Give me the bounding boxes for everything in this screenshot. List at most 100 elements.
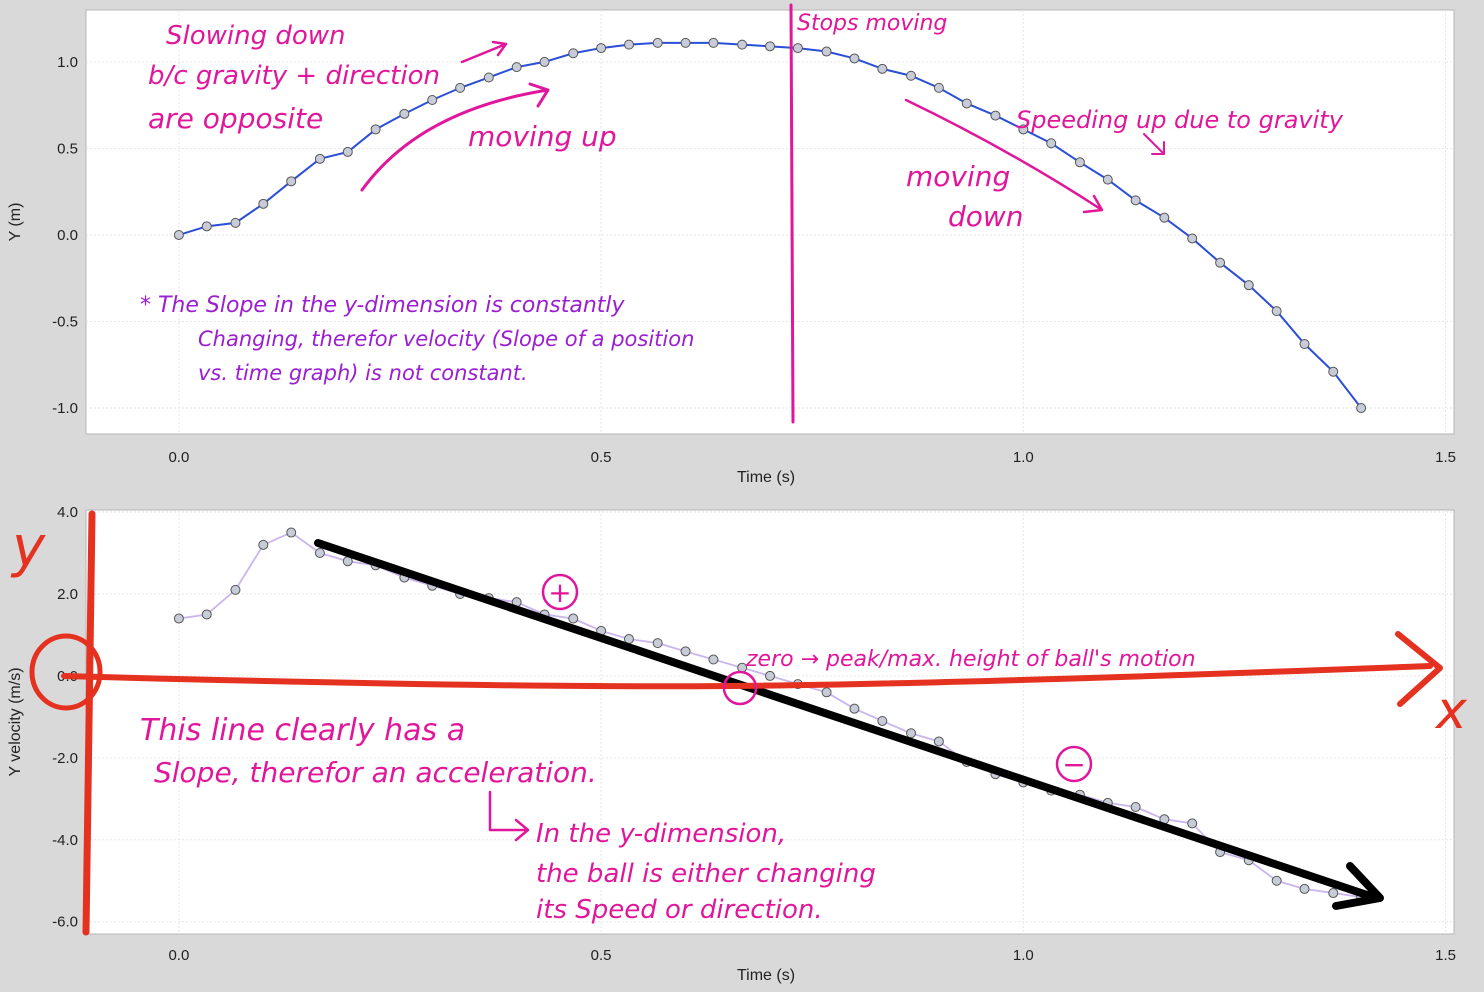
bottom-data-point (568, 613, 579, 624)
annotation-ydim-3: its Speed or direction. (536, 895, 823, 925)
top-data-point (1215, 257, 1226, 268)
top-data-point (906, 70, 917, 81)
top-x-tick-label: 0.5 (591, 449, 612, 466)
top-data-point (1018, 124, 1029, 135)
top-data-point (623, 39, 634, 50)
top-data-point (990, 110, 1001, 121)
bottom-y-tick-label: -4.0 (52, 832, 78, 849)
top-data-point (427, 94, 438, 105)
bottom-x-axis-label: Time (s) (737, 967, 795, 984)
bottom-data-point (821, 687, 832, 698)
annotation-stops-moving: Stops moving (797, 11, 947, 36)
annotation-ydim-2: the ball is either changing (536, 859, 876, 889)
arrow-moving-up (360, 82, 550, 192)
top-y-tick-label: -0.5 (52, 314, 78, 331)
bottom-annotations: y x + − zero → peak/max. height of ball'… (10, 510, 1468, 936)
top-y-ticks: 1.0 0.5 0.0 -0.5 -1.0 (52, 54, 78, 417)
bottom-data-point (286, 527, 297, 538)
top-data-point (1299, 339, 1310, 350)
top-data-point (286, 176, 297, 187)
top-panel: Y (m) Time (s) 0.0 0.5 1.0 1.5 1.0 0.5 0.0 -0.… (7, 9, 1456, 486)
top-y-axis-label: Y (m) (7, 203, 24, 242)
bottom-y-axis-label: Y velocity (m/s) (7, 667, 24, 776)
bottom-data-point (680, 646, 691, 657)
bottom-data-point (765, 670, 775, 681)
top-data-point (680, 37, 691, 48)
top-data-point (792, 43, 803, 54)
bottom-data-point (201, 609, 212, 620)
annotation-moving-up: moving up (468, 120, 617, 153)
bottom-data-point (877, 715, 888, 726)
top-data-point (201, 221, 212, 232)
arrow-slowing (460, 40, 508, 64)
top-data-point (1159, 212, 1170, 223)
bottom-data-point (1328, 888, 1339, 899)
bottom-data-point (708, 654, 719, 665)
trend-line-black (314, 539, 1380, 902)
top-y-tick-label: 0.0 (57, 227, 78, 244)
annotation-ydim-1: In the y-dimension, (536, 819, 786, 849)
annotation-slope-line1: * The Slope in the y-dimension is consta… (140, 293, 626, 318)
top-data-point (1102, 174, 1113, 185)
bottom-data-point (933, 736, 944, 747)
annotation-zero-peak: zero → peak/max. height of ball's motion (745, 647, 1196, 672)
top-y-tick-label: -1.0 (52, 400, 78, 417)
top-data-point (737, 39, 748, 50)
bottom-x-ticks: 0.0 0.5 1.0 1.5 (168, 947, 1456, 964)
red-x-arrowhead (1395, 631, 1443, 707)
top-data-point (933, 82, 944, 93)
top-data-point (765, 41, 775, 52)
arrow-to-ydim (488, 790, 530, 842)
top-data-point (1130, 195, 1141, 206)
annotation-slope-accel-2: Slope, therefor an acceleration. (154, 756, 597, 789)
minus-sign: − (1062, 748, 1085, 781)
annotation-moving-down-2: down (948, 200, 1024, 233)
stops-moving-vertical-line (789, 3, 795, 424)
top-data-point (1187, 233, 1198, 244)
red-y-letter: y (10, 515, 46, 580)
top-data-point (483, 72, 494, 83)
top-data-point (173, 229, 184, 240)
annotation-speeding-up: Speeding up due to gravity (1016, 106, 1344, 134)
top-data-point (596, 43, 607, 54)
bottom-data-point (1187, 818, 1198, 829)
top-data-point (1271, 306, 1282, 317)
top-data-point (1074, 157, 1085, 168)
top-data-point (399, 108, 410, 119)
plus-sign: + (548, 576, 571, 609)
bottom-x-tick-label: 0.0 (168, 947, 189, 964)
bottom-data-point (906, 728, 917, 739)
bottom-data-point (1299, 883, 1310, 894)
top-data-point (539, 56, 550, 67)
top-data-point (1046, 138, 1057, 149)
red-y-axis (82, 510, 96, 936)
top-x-tick-label: 0.0 (168, 449, 189, 466)
top-x-ticks: 0.0 0.5 1.0 1.5 (168, 449, 1456, 466)
annotation-slowing-line3: are opposite (148, 102, 323, 135)
top-x-axis-label: Time (s) (737, 469, 795, 486)
bottom-x-tick-label: 1.5 (1435, 947, 1456, 964)
top-data-point (342, 146, 353, 157)
top-x-tick-label: 1.5 (1435, 449, 1456, 466)
bottom-data-point (314, 548, 325, 559)
bottom-data-point (258, 539, 269, 550)
bottom-y-tick-label: 4.0 (57, 504, 78, 521)
top-gridlines (86, 10, 1454, 434)
trend-arrowhead-black (1332, 862, 1384, 910)
red-x-axis (61, 663, 1433, 690)
top-data-point (961, 98, 972, 109)
bottom-y-tick-label: 2.0 (57, 586, 78, 603)
top-y-tick-label: 0.5 (57, 140, 78, 157)
top-data-point (821, 46, 832, 57)
annotation-slowing-line1: Slowing down (166, 21, 346, 51)
bottom-y-tick-label: -2.0 (52, 750, 78, 767)
annotation-slowing-line2: b/c gravity + direction (148, 61, 440, 91)
bottom-data-point (1271, 875, 1282, 886)
bottom-data-point (849, 703, 860, 714)
arrow-speeding (1143, 133, 1165, 155)
plus-circle (541, 573, 579, 611)
top-data-point (849, 53, 860, 64)
top-data-point (314, 153, 325, 164)
top-data-point (652, 37, 663, 48)
